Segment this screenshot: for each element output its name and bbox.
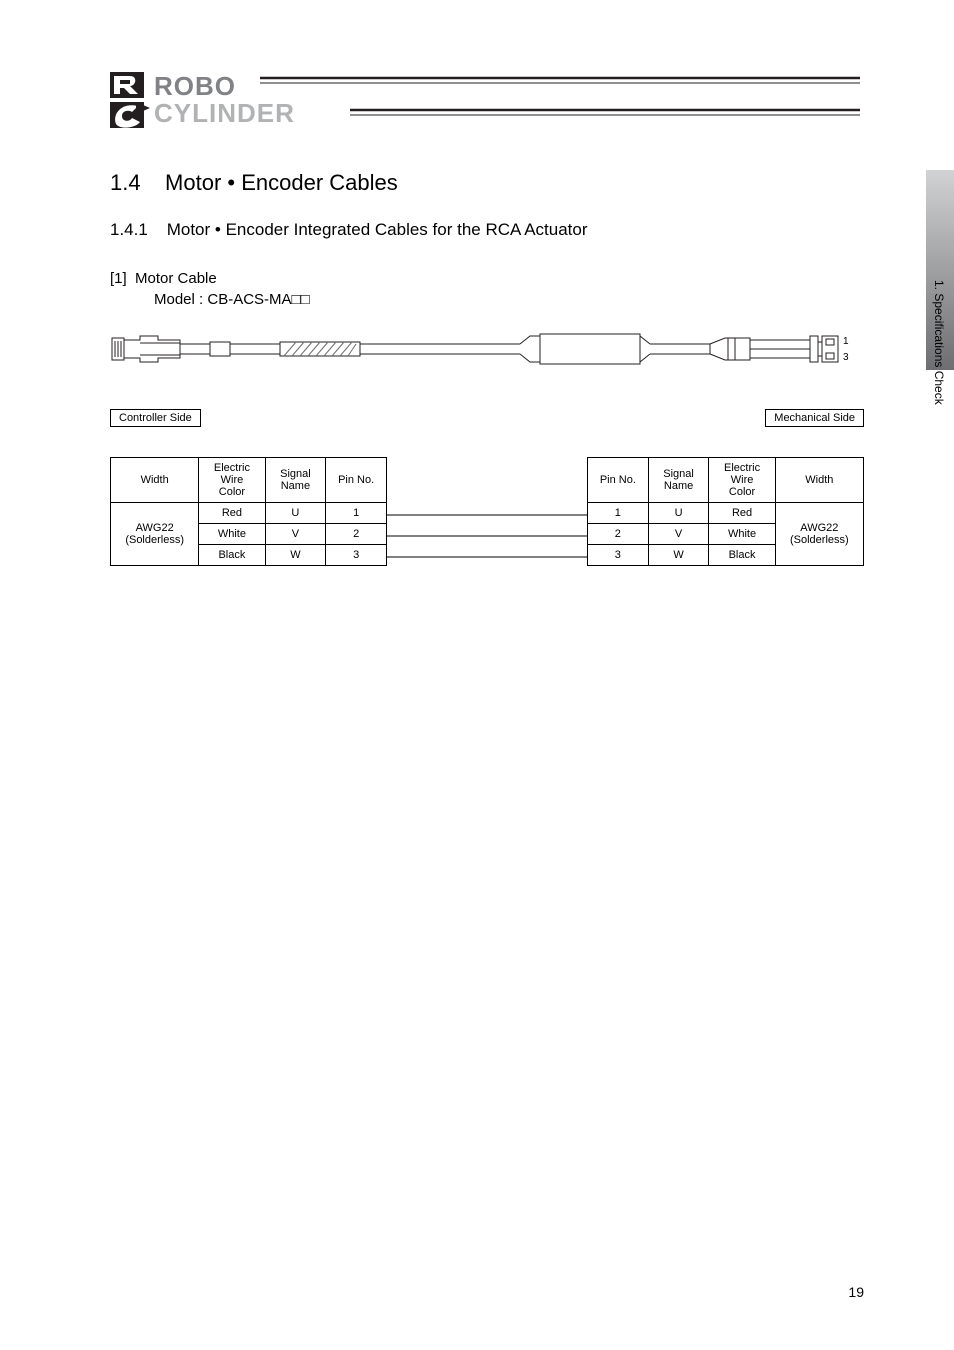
signal-cell: W xyxy=(648,545,709,566)
pin-cell: 2 xyxy=(326,524,387,545)
subsection-number: 1.4.1 xyxy=(110,220,148,239)
color-cell: Red xyxy=(709,503,775,524)
signal-cell: W xyxy=(265,545,326,566)
col-signal: Signal Name xyxy=(648,458,709,503)
left-pinout-table: Width Electric Wire Color Signal Name Pi… xyxy=(110,457,387,566)
col-pin: Pin No. xyxy=(326,458,387,503)
logo-text-bottom: CYLINDER xyxy=(154,98,295,128)
model-label: Model : CB-ACS-MA□□ xyxy=(154,291,864,308)
pin-cell: 3 xyxy=(588,545,649,566)
width-cell: AWG22 (Solderless) xyxy=(111,503,199,566)
right-pinout-table: Pin No. Signal Name Electric Wire Color … xyxy=(587,457,864,566)
color-cell: Black xyxy=(199,545,265,566)
table-row: 1 U Red AWG22 (Solderless) xyxy=(588,503,864,524)
page-number: 19 xyxy=(848,1284,864,1300)
col-width: Width xyxy=(775,458,863,503)
logo-text-top: ROBO xyxy=(154,71,236,101)
item-heading: [1] Motor Cable xyxy=(110,270,864,287)
section-title: Motor • Encoder Cables xyxy=(165,170,398,195)
color-cell: Black xyxy=(709,545,775,566)
color-cell: White xyxy=(709,524,775,545)
table-row: AWG22 (Solderless) Red U 1 xyxy=(111,503,387,524)
pinout-tables: Width Electric Wire Color Signal Name Pi… xyxy=(110,457,864,566)
pin-label-3: 3 xyxy=(843,352,849,363)
signal-cell: V xyxy=(648,524,709,545)
section-number: 1.4 xyxy=(110,170,141,195)
brand-logo: ROBO CYLINDER xyxy=(110,70,864,130)
subsection-title: Motor • Encoder Integrated Cables for th… xyxy=(167,220,588,239)
pin-cell: 2 xyxy=(588,524,649,545)
col-wire-color: Electric Wire Color xyxy=(199,458,265,503)
cable-diagram: 1 3 Controller Side Mechanical Side xyxy=(110,330,864,427)
col-pin: Pin No. xyxy=(588,458,649,503)
signal-cell: U xyxy=(265,503,326,524)
color-cell: Red xyxy=(199,503,265,524)
col-signal: Signal Name xyxy=(265,458,326,503)
width-cell: AWG22 (Solderless) xyxy=(775,503,863,566)
pin-label-1: 1 xyxy=(843,336,849,347)
pin-cell: 3 xyxy=(326,545,387,566)
table-header-row: Pin No. Signal Name Electric Wire Color … xyxy=(588,458,864,503)
col-width: Width xyxy=(111,458,199,503)
mechanical-side-label: Mechanical Side xyxy=(765,409,864,427)
controller-side-label: Controller Side xyxy=(110,409,201,427)
section-heading: 1.4 Motor • Encoder Cables xyxy=(110,170,864,196)
item-title: Motor Cable xyxy=(135,270,217,287)
pin-cell: 1 xyxy=(588,503,649,524)
color-cell: White xyxy=(199,524,265,545)
subsection-heading: 1.4.1 Motor • Encoder Integrated Cables … xyxy=(110,220,864,240)
signal-cell: U xyxy=(648,503,709,524)
pin-cell: 1 xyxy=(326,503,387,524)
table-header-row: Width Electric Wire Color Signal Name Pi… xyxy=(111,458,387,503)
item-number: [1] xyxy=(110,270,127,287)
signal-cell: V xyxy=(265,524,326,545)
col-wire-color: Electric Wire Color xyxy=(709,458,775,503)
